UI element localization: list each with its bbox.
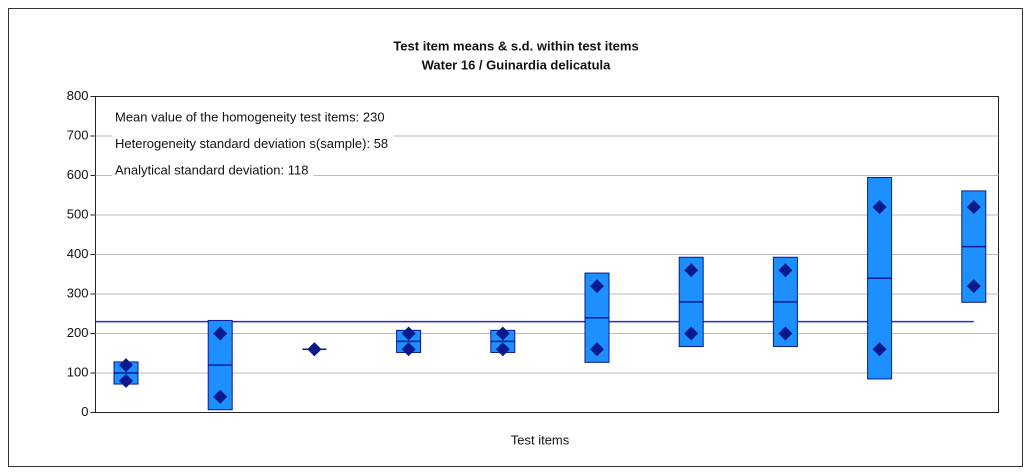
y-tick-label: 400: [67, 246, 89, 261]
data-point: [684, 263, 699, 278]
data-point: [495, 342, 510, 357]
data-point: [778, 263, 793, 278]
data-point: [684, 326, 699, 341]
data-point: [307, 342, 322, 357]
y-tick-label: 100: [67, 364, 89, 379]
data-point: [495, 326, 510, 341]
x-axis-label: Test items: [511, 432, 570, 447]
annotation: Analytical standard deviation: 118: [115, 162, 308, 177]
y-tick-label: 800: [67, 88, 89, 103]
annotation-bg: [112, 160, 314, 180]
chart-title: Test item means & s.d. within test items: [393, 38, 638, 53]
y-tick-label: 200: [67, 325, 89, 340]
annotation: Heterogeneity standard deviation s(sampl…: [115, 136, 388, 151]
data-point: [590, 342, 604, 357]
data-point: [401, 342, 416, 357]
data-point: [966, 279, 981, 294]
data-point: [872, 342, 887, 357]
y-tick-label: 500: [67, 206, 89, 221]
data-point: [872, 200, 887, 215]
data-point: [213, 389, 228, 404]
data-point: [119, 358, 133, 373]
data-point: [119, 373, 133, 388]
annotation: Mean value of the homogeneity test items…: [115, 109, 385, 124]
data-point: [213, 326, 228, 341]
data-point: [590, 279, 604, 294]
data-point: [966, 200, 981, 215]
y-tick-label: 600: [67, 167, 89, 182]
y-tick-label: 0: [81, 404, 88, 419]
data-point: [778, 326, 793, 341]
y-tick-label: 700: [67, 127, 89, 142]
data-point: [401, 326, 416, 341]
annotation-bg: [112, 133, 394, 153]
chart-subtitle: Water 16 / Guinardia delicatula: [422, 57, 612, 72]
annotation-bg: [112, 107, 390, 127]
y-tick-label: 300: [67, 285, 89, 300]
